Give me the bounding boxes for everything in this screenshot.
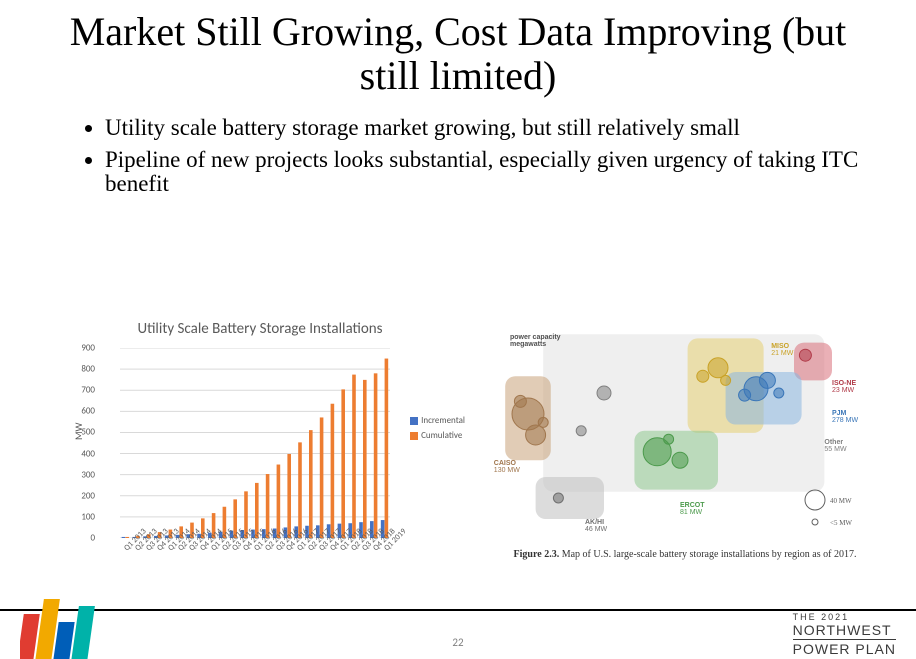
map-header: power capacitymegawatts (510, 334, 561, 348)
bullet-item: Pipeline of new projects looks substanti… (105, 148, 866, 196)
chart-plot-area (120, 348, 390, 538)
map-region-label: AK/HI46 MW (585, 519, 607, 533)
slide-title: Market Still Growing, Cost Data Improvin… (40, 10, 876, 98)
brand-line: NORTHWEST (793, 622, 896, 640)
legend-item: Cumulative (410, 430, 465, 441)
map-region-label: CAISO130 MW (494, 460, 520, 474)
legend-swatch-icon (410, 417, 418, 425)
y-tick-label: 600 (81, 406, 95, 417)
map-region-label: Other55 MW (824, 439, 846, 453)
y-tick-label: 800 (81, 364, 95, 375)
legend-label: Incremental (421, 415, 465, 426)
y-tick-label: 700 (81, 385, 95, 396)
y-tick-label: 100 (81, 511, 95, 522)
x-axis: Q1 2013Q2 2013Q3 2013Q4 2013Q1 2014Q2 20… (120, 540, 390, 580)
figures-row: Utility Scale Battery Storage Installati… (0, 320, 916, 610)
map-caption: Figure 2.3. Map of U.S. large-scale batt… (490, 549, 880, 560)
map-region-label: ERCOT81 MW (680, 502, 705, 516)
y-tick-label: 200 (81, 490, 95, 501)
y-tick-label: 900 (81, 343, 95, 354)
page-number: 22 (0, 636, 916, 649)
y-tick-label: 400 (81, 448, 95, 459)
chart-title: Utility Scale Battery Storage Installati… (60, 320, 460, 338)
bullet-list: Utility scale battery storage market gro… (65, 116, 866, 196)
y-tick-label: 500 (81, 427, 95, 438)
map-region-label: ISO-NE23 MW (832, 380, 856, 394)
brand-line: POWER PLAN (793, 641, 896, 657)
footer-divider (0, 609, 916, 611)
map-caption-text: Map of U.S. large-scale battery storage … (562, 549, 857, 560)
y-tick-label: 0 (90, 533, 95, 544)
brand-block: THE 2021 NORTHWEST POWER PLAN (793, 612, 896, 657)
map-caption-prefix: Figure 2.3. (514, 549, 560, 560)
chart-legend: Incremental Cumulative (410, 415, 465, 445)
us-map-figure: 40 MW<5 MW MISO21 MWISO-NE23 MWPJM278 MW… (490, 330, 880, 580)
y-tick-label: 300 (81, 469, 95, 480)
map-region-label: MISO21 MW (771, 343, 793, 357)
map-overlay: MISO21 MW ISO-NE23 MW PJM278 MW Other55 MW C… (490, 330, 870, 540)
logo-icon (20, 584, 110, 659)
bullet-item: Utility scale battery storage market gro… (105, 116, 866, 140)
bar-chart: Utility Scale Battery Storage Installati… (60, 320, 460, 580)
map-region-label: PJM278 MW (832, 410, 858, 424)
legend-label: Cumulative (421, 430, 462, 441)
legend-item: Incremental (410, 415, 465, 426)
brand-line: THE 2021 (793, 612, 896, 622)
slide: Market Still Growing, Cost Data Improvin… (0, 10, 916, 659)
legend-swatch-icon (410, 432, 418, 440)
